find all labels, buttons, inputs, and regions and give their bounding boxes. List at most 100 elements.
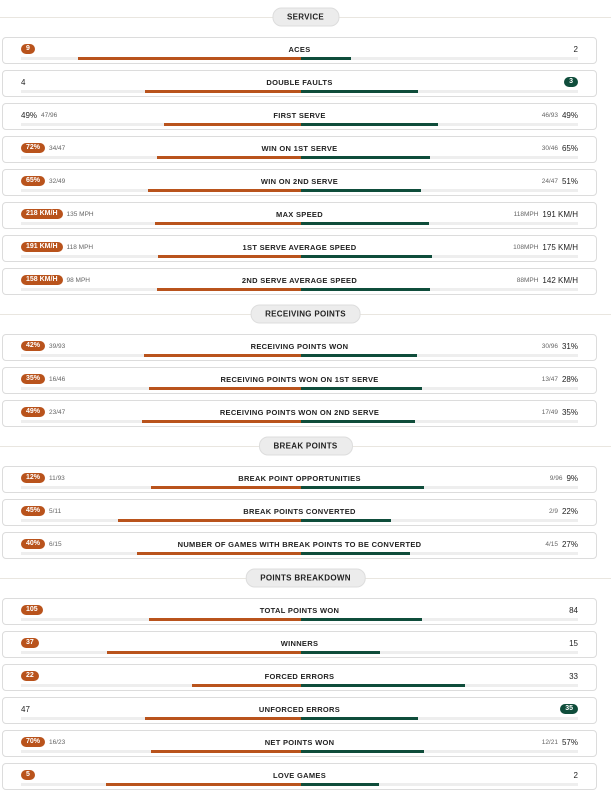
stat-value-player1: 12% 11/93 [21, 473, 69, 483]
stat-number-player2: 22% [561, 506, 578, 516]
stat-value-player1: 72% 34/47 [21, 143, 69, 153]
stat-value-player2: 9/96 9% [546, 473, 578, 483]
stat-number-player2: 28% [561, 374, 578, 384]
stat-bar-player2 [300, 717, 418, 720]
stat-value-player2: 15 [569, 638, 578, 648]
stat-bar-player1 [141, 420, 301, 423]
stat-number-player2: 65% [561, 143, 578, 153]
stat-badge-player1: 49% [21, 407, 46, 417]
stat-bar-player2 [300, 123, 438, 126]
stat-value-player2: 3 [564, 77, 578, 87]
stat-detail-player2: 30/96 [541, 342, 558, 350]
stat-label: NET POINTS WON [264, 738, 335, 747]
stat-value-player1: 49% 47/96 [21, 110, 61, 120]
stat-bar-player1 [150, 750, 301, 753]
stat-row: FIRST SERVE 49% 47/96 46/93 49% [2, 103, 597, 130]
stat-value-player1: 35% 16/46 [21, 374, 69, 384]
stat-label: DOUBLE FAULTS [266, 78, 333, 87]
stat-bar-player2 [300, 189, 421, 192]
stat-number-player2: 27% [561, 539, 578, 549]
stat-value-player1: 70% 16/23 [21, 737, 69, 747]
stat-number-player2: 51% [561, 176, 578, 186]
stat-label: BREAK POINT OPPORTUNITIES [238, 474, 361, 483]
stat-bar-player2 [300, 387, 422, 390]
stat-row: WIN ON 1ST SERVE 72% 34/47 30/46 65% [2, 136, 597, 163]
stat-detail-player2: 108MPH [513, 243, 539, 251]
stat-value-player1: 40% 6/15 [21, 539, 66, 549]
stat-row: ACES 9 2 [2, 37, 597, 64]
stat-value-player1: 4 [21, 77, 25, 87]
stat-detail-player2: 88MPH [516, 276, 539, 284]
stat-number-player2: 2 [573, 770, 578, 780]
stat-bar-player1 [144, 90, 301, 93]
stat-row: RECEIVING POINTS WON ON 1ST SERVE 35% 16/4… [2, 367, 597, 394]
stat-badge-player1: 158 KM/H [21, 275, 63, 285]
stat-label: BREAK POINTS CONVERTED [243, 507, 356, 516]
stat-label: FORCED ERRORS [264, 672, 335, 681]
stat-value-player2: 35 [560, 704, 578, 714]
section-title: RECEIVING POINTS [250, 304, 361, 324]
stat-label: FIRST SERVE [273, 111, 326, 120]
stat-row: TOTAL POINTS WON 105 84 [2, 598, 597, 625]
stat-number-player1: 47 [21, 704, 30, 714]
stat-row: WIN ON 2ND SERVE 65% 32/49 24/47 51% [2, 169, 597, 196]
stat-row: DOUBLE FAULTS 4 3 [2, 70, 597, 97]
stat-value-player2: 4/15 27% [541, 539, 578, 549]
stat-number-player2: 33 [569, 671, 578, 681]
stat-value-player2: 24/47 51% [538, 176, 578, 186]
stat-row: RECEIVING POINTS WON ON 2ND SERVE 49% 23/4… [2, 400, 597, 427]
stat-label: NUMBER OF GAMES WITH BREAK POINTS TO BE … [177, 540, 422, 549]
stat-value-player1: 45% 5/11 [21, 506, 65, 516]
section-title: BREAK POINTS [258, 436, 353, 456]
stat-badge-player1: 45% [21, 506, 46, 516]
stat-row: FORCED ERRORS 22 33 [2, 664, 597, 691]
stat-detail-player1: 118 MPH [66, 243, 94, 251]
stat-badge-player1: 218 KM/H [21, 209, 63, 219]
stat-bar-player2 [300, 618, 422, 621]
stat-number-player1: 4 [21, 77, 26, 87]
stat-row: NET POINTS WON 70% 16/23 12/21 57% [2, 730, 597, 757]
stat-value-player2: 12/21 57% [538, 737, 578, 747]
stat-row: BREAK POINTS CONVERTED 45% 5/11 2/9 22% [2, 499, 597, 526]
stat-value-player1: 105 [21, 605, 43, 615]
section-title: POINTS BREAKDOWN [245, 568, 366, 588]
stat-badge-player1: 9 [21, 44, 35, 54]
stat-detail-player2: 30/46 [541, 144, 558, 152]
stat-value-player2: 2/9 22% [545, 506, 578, 516]
stat-value-player1: 9 [21, 44, 35, 54]
stat-row: UNFORCED ERRORS 47 35 [2, 697, 597, 724]
stat-value-player1: 158 KM/H 98 MPH [21, 275, 94, 285]
stat-label: MAX SPEED [276, 210, 323, 219]
stat-bar-player2 [300, 684, 465, 687]
stat-bar-player1 [106, 651, 301, 654]
stat-bar-player2 [300, 783, 379, 786]
stat-number-player2: 191 KM/H [542, 209, 578, 219]
stat-label: LOVE GAMES [272, 771, 326, 780]
stat-row: 2ND SERVE AVERAGE SPEED 158 KM/H 98 MPH 88M… [2, 268, 597, 295]
stat-label: RECEIVING POINTS WON ON 1ST SERVE [220, 375, 379, 384]
stat-row: WINNERS 37 15 [2, 631, 597, 658]
stat-bar-player1 [156, 156, 301, 159]
stat-value-player1: 191 KM/H 118 MPH [21, 242, 97, 252]
stat-value-player2: 118MPH 191 KM/H [510, 209, 578, 219]
stat-detail-player1: 6/15 [49, 540, 62, 548]
stat-badge-player1: 70% [21, 737, 46, 747]
stat-bar-player1 [144, 717, 301, 720]
stat-label: RECEIVING POINTS WON ON 2ND SERVE [219, 408, 380, 417]
stat-detail-player2: 46/93 [541, 111, 558, 119]
stat-badge-player1: 5 [21, 770, 35, 780]
stat-badge-player1: 72% [21, 143, 46, 153]
stat-bar-player2 [300, 519, 391, 522]
stat-bar-player2 [300, 90, 418, 93]
stat-value-player2: 33 [569, 671, 578, 681]
stat-detail-player2: 118MPH [513, 210, 539, 218]
stat-badge-player1: 65% [21, 176, 46, 186]
stat-detail-player1: 11/93 [49, 474, 65, 482]
stat-detail-player1: 98 MPH [66, 276, 90, 284]
stat-value-player2: 46/93 49% [538, 110, 578, 120]
stat-bar-player1 [147, 189, 301, 192]
stat-bar-player1 [157, 255, 301, 258]
stat-detail-player2: 24/47 [541, 177, 558, 185]
stat-detail-player2: 2/9 [548, 507, 558, 515]
